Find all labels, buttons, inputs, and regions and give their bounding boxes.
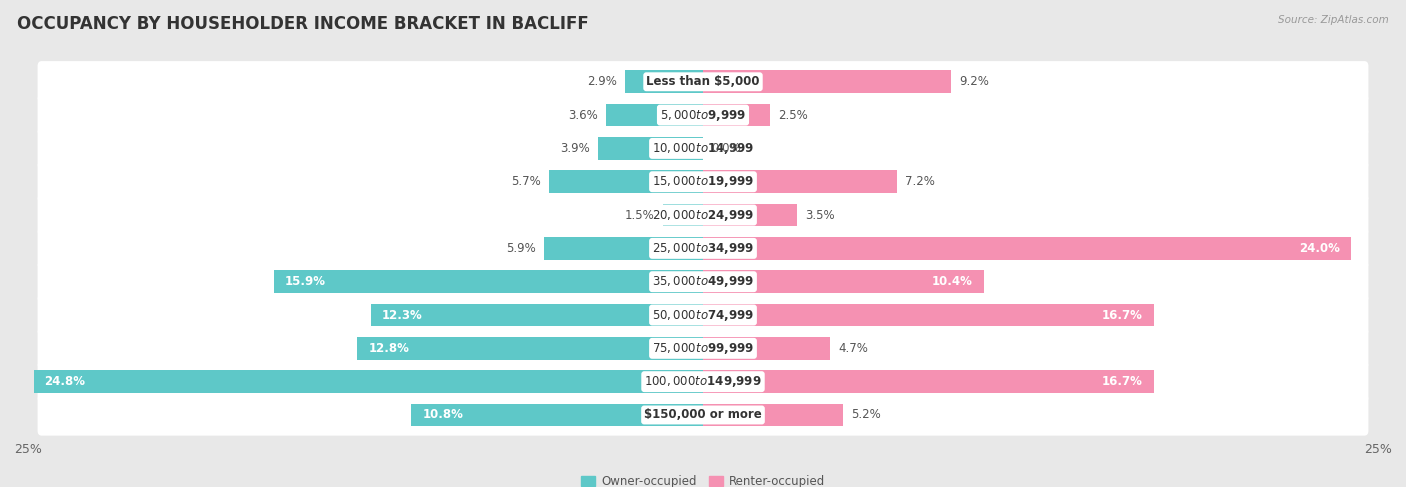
Bar xyxy=(274,270,703,293)
Text: OCCUPANCY BY HOUSEHOLDER INCOME BRACKET IN BACLIFF: OCCUPANCY BY HOUSEHOLDER INCOME BRACKET … xyxy=(17,15,589,33)
FancyBboxPatch shape xyxy=(38,294,1368,336)
Bar xyxy=(703,404,844,426)
Text: 7.2%: 7.2% xyxy=(905,175,935,188)
FancyBboxPatch shape xyxy=(38,328,1368,369)
Bar xyxy=(412,404,703,426)
Bar xyxy=(703,104,770,127)
Bar xyxy=(703,337,830,360)
Text: $5,000 to $9,999: $5,000 to $9,999 xyxy=(659,108,747,123)
Bar xyxy=(34,370,703,393)
Bar xyxy=(550,170,703,193)
Bar xyxy=(703,237,1351,260)
Text: 5.7%: 5.7% xyxy=(512,175,541,188)
Bar xyxy=(598,137,703,160)
FancyBboxPatch shape xyxy=(38,94,1368,136)
Bar xyxy=(703,370,1154,393)
Bar xyxy=(703,71,952,93)
Text: $20,000 to $24,999: $20,000 to $24,999 xyxy=(652,207,754,223)
Text: $150,000 or more: $150,000 or more xyxy=(644,409,762,421)
Text: $50,000 to $74,999: $50,000 to $74,999 xyxy=(652,307,754,322)
Text: 15.9%: 15.9% xyxy=(284,275,326,288)
FancyBboxPatch shape xyxy=(38,394,1368,436)
Text: $100,000 to $149,999: $100,000 to $149,999 xyxy=(644,374,762,389)
Bar xyxy=(662,204,703,226)
Bar xyxy=(624,71,703,93)
FancyBboxPatch shape xyxy=(38,161,1368,203)
Text: 12.3%: 12.3% xyxy=(382,308,423,321)
Text: 5.9%: 5.9% xyxy=(506,242,536,255)
FancyBboxPatch shape xyxy=(38,361,1368,402)
Bar xyxy=(371,304,703,326)
Text: 3.5%: 3.5% xyxy=(806,208,835,222)
Text: 12.8%: 12.8% xyxy=(368,342,409,355)
Text: $25,000 to $34,999: $25,000 to $34,999 xyxy=(652,241,754,256)
Bar xyxy=(703,270,984,293)
Text: 3.6%: 3.6% xyxy=(568,109,598,122)
Text: $35,000 to $49,999: $35,000 to $49,999 xyxy=(652,274,754,289)
Bar xyxy=(703,170,897,193)
Legend: Owner-occupied, Renter-occupied: Owner-occupied, Renter-occupied xyxy=(576,471,830,487)
Text: 16.7%: 16.7% xyxy=(1102,375,1143,388)
Text: 2.5%: 2.5% xyxy=(779,109,808,122)
Text: 10.8%: 10.8% xyxy=(422,409,463,421)
Bar xyxy=(357,337,703,360)
Bar xyxy=(606,104,703,127)
FancyBboxPatch shape xyxy=(38,128,1368,169)
FancyBboxPatch shape xyxy=(38,61,1368,102)
FancyBboxPatch shape xyxy=(38,261,1368,302)
Text: 0.0%: 0.0% xyxy=(711,142,741,155)
Text: Less than $5,000: Less than $5,000 xyxy=(647,75,759,88)
Text: $15,000 to $19,999: $15,000 to $19,999 xyxy=(652,174,754,189)
Text: 16.7%: 16.7% xyxy=(1102,308,1143,321)
Bar xyxy=(703,304,1154,326)
Text: 3.9%: 3.9% xyxy=(560,142,589,155)
Text: Source: ZipAtlas.com: Source: ZipAtlas.com xyxy=(1278,15,1389,25)
Text: 9.2%: 9.2% xyxy=(959,75,990,88)
Text: 5.2%: 5.2% xyxy=(852,409,882,421)
Text: 4.7%: 4.7% xyxy=(838,342,868,355)
Text: 24.0%: 24.0% xyxy=(1299,242,1340,255)
Bar xyxy=(703,204,797,226)
Text: 24.8%: 24.8% xyxy=(45,375,86,388)
Text: 2.9%: 2.9% xyxy=(586,75,617,88)
FancyBboxPatch shape xyxy=(38,228,1368,269)
Text: 1.5%: 1.5% xyxy=(624,208,654,222)
Text: $10,000 to $14,999: $10,000 to $14,999 xyxy=(652,141,754,156)
Text: $75,000 to $99,999: $75,000 to $99,999 xyxy=(652,341,754,356)
Text: 10.4%: 10.4% xyxy=(932,275,973,288)
FancyBboxPatch shape xyxy=(38,194,1368,236)
Bar xyxy=(544,237,703,260)
